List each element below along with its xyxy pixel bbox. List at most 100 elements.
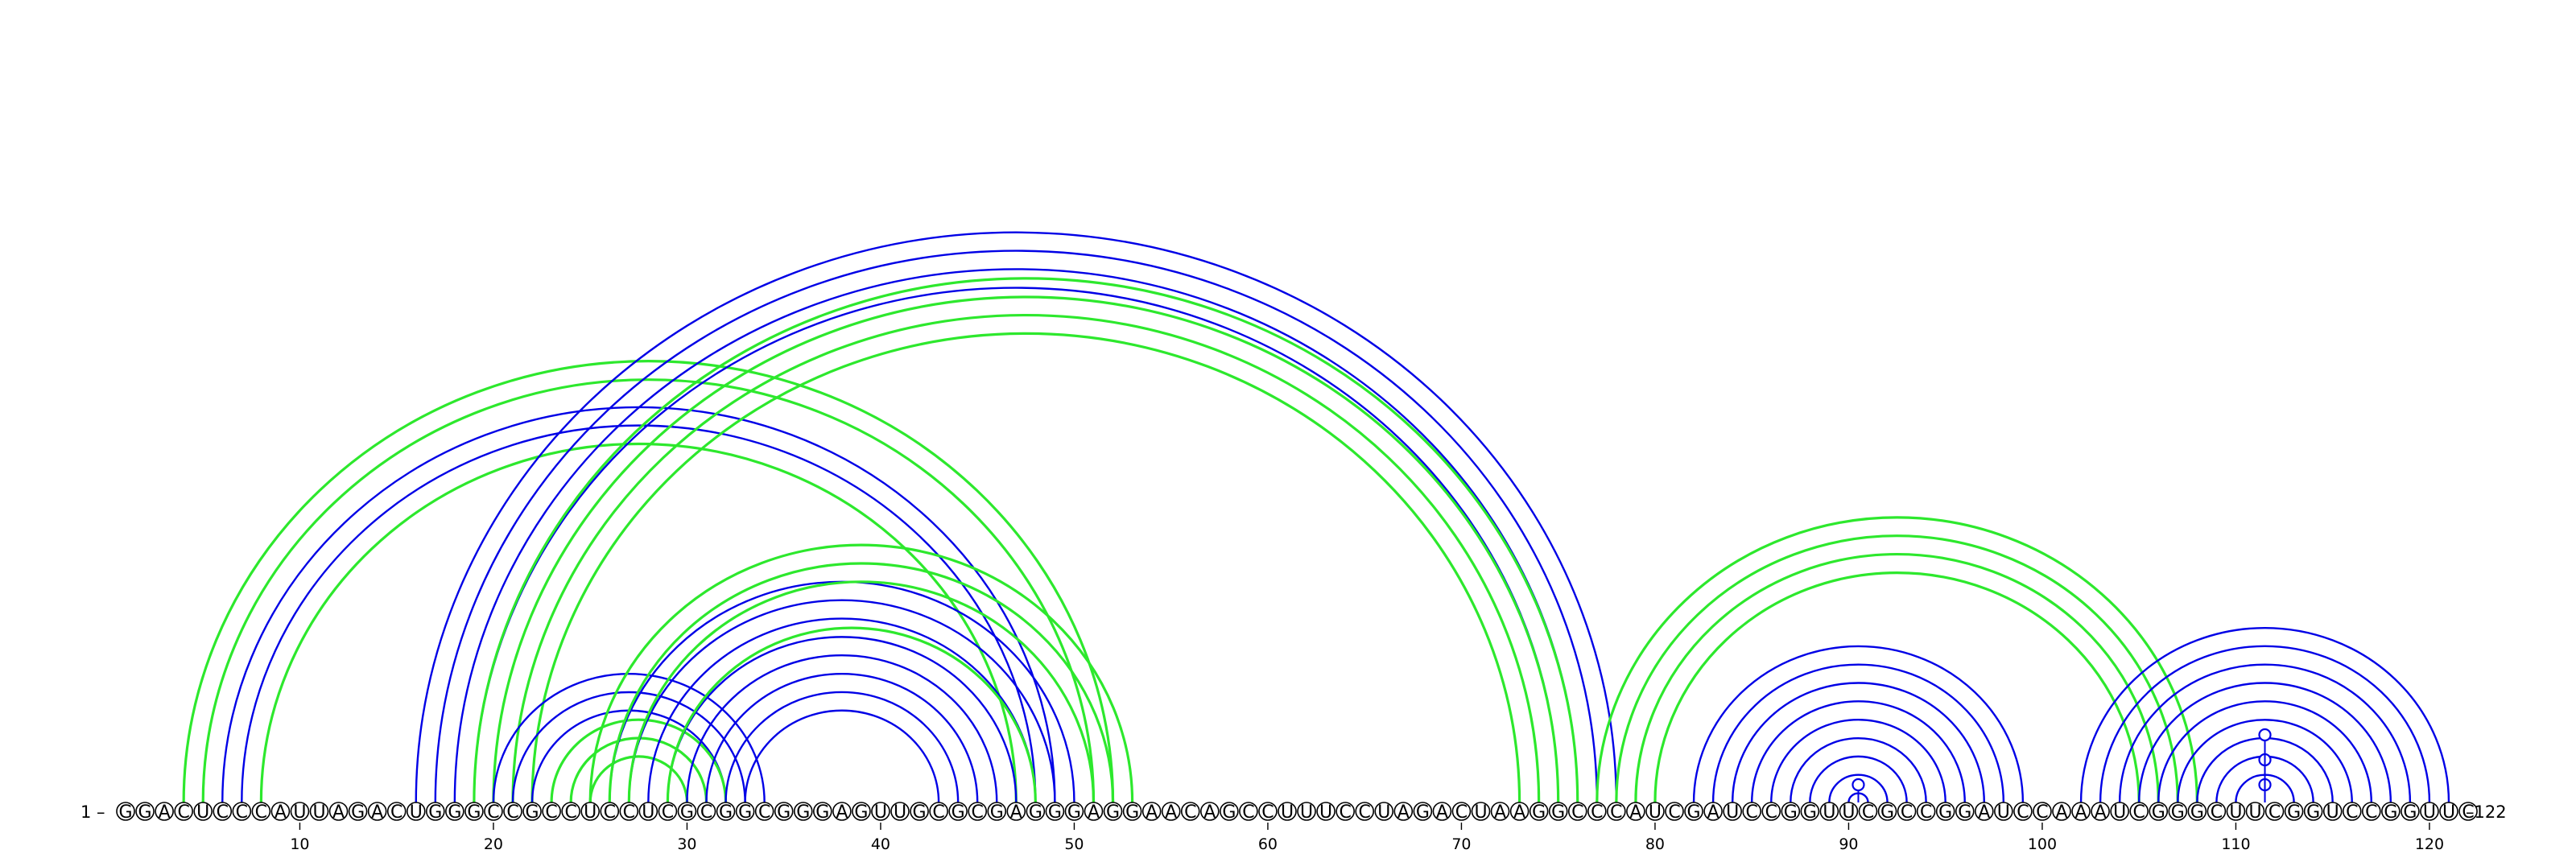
nucleotide-letter: G bbox=[680, 802, 694, 823]
nucleotide-letter: U bbox=[2442, 802, 2455, 823]
nucleotide-circle bbox=[290, 802, 310, 821]
nucleotide-15: C bbox=[386, 802, 407, 823]
nucleotide-circle bbox=[580, 802, 601, 821]
nucleotide-circle bbox=[251, 802, 271, 821]
nucleotide-circle bbox=[2264, 802, 2285, 821]
nucleotide-letter: U bbox=[584, 802, 597, 823]
nucleotide-29: C bbox=[658, 802, 678, 823]
nucleotide-letter: C bbox=[1746, 802, 1758, 823]
nucleotide-71: U bbox=[1471, 802, 1491, 823]
nucleotide-117: C bbox=[2362, 802, 2381, 823]
nucleotide-letter: C bbox=[1920, 802, 1932, 823]
base-pair-arc-19-76 bbox=[473, 277, 1579, 803]
nucleotide-27: C bbox=[619, 802, 639, 823]
nucleotide-circle bbox=[1665, 802, 1684, 821]
nucleotide-letter: U bbox=[1842, 802, 1855, 823]
nucleotide-letter: U bbox=[874, 802, 887, 823]
nucleotide-circle bbox=[174, 802, 193, 821]
nucleotide-circle bbox=[2149, 802, 2169, 821]
nucleotide-90: U bbox=[1839, 802, 1859, 823]
nucleotide-circle bbox=[1239, 802, 1258, 821]
nucleotide-108: G bbox=[2187, 802, 2207, 823]
nucleotide-circle bbox=[832, 802, 852, 821]
nucleotide-106: G bbox=[2149, 802, 2169, 823]
base-pair-arc-17-77 bbox=[434, 250, 1598, 803]
base-pair-arc-104-119 bbox=[2118, 663, 2412, 803]
base-pair-arc-86-95 bbox=[1770, 718, 1946, 803]
nucleotide-letter: U bbox=[2248, 802, 2261, 823]
nucleotide-circle bbox=[484, 802, 503, 821]
nucleotide-circle bbox=[793, 802, 813, 821]
nucleotide-42: G bbox=[910, 802, 929, 823]
nucleotide-letter: G bbox=[1803, 802, 1817, 823]
nucleotide-letter: A bbox=[1165, 802, 1177, 823]
nucleotide-letter: C bbox=[758, 802, 770, 823]
sequence-end-label: –122 bbox=[2466, 802, 2507, 822]
nucleotide-21: C bbox=[503, 802, 522, 823]
nucleotide-circle bbox=[638, 802, 658, 821]
nucleotide-9: A bbox=[270, 802, 291, 823]
nucleotide-circle bbox=[1684, 802, 1703, 821]
base-pair-arc-89-92 bbox=[1828, 773, 1889, 803]
nucleotide-circle bbox=[1626, 802, 1645, 821]
nucleotide-circle bbox=[406, 802, 426, 821]
nucleotide-circle bbox=[232, 802, 252, 821]
nucleotide-letter: C bbox=[487, 802, 499, 823]
nucleotide-31: C bbox=[696, 802, 716, 823]
nucleotide-letter: U bbox=[2229, 802, 2242, 823]
nucleotide-circle bbox=[2226, 802, 2246, 821]
nucleotide-letter: G bbox=[815, 802, 829, 823]
nucleotide-letter: C bbox=[2346, 802, 2358, 823]
arc-layer bbox=[182, 231, 2450, 803]
nucleotide-letter: G bbox=[952, 802, 965, 823]
nucleotide-circle bbox=[1490, 802, 1510, 821]
nucleotide-circle bbox=[2033, 802, 2052, 821]
nucleotide-41: U bbox=[890, 802, 910, 823]
nucleotide-103: A bbox=[2091, 802, 2110, 823]
nucleotide-circle bbox=[2245, 802, 2265, 821]
nucleotide-22: G bbox=[522, 802, 542, 823]
nucleotide-circle bbox=[1509, 802, 1530, 821]
nucleotide-letter: G bbox=[1532, 802, 1546, 823]
nucleotide-letter: G bbox=[448, 802, 461, 823]
nucleotide-letter: A bbox=[1010, 802, 1022, 823]
nucleotide-circle bbox=[1975, 802, 1994, 821]
nucleotide-letter: C bbox=[390, 802, 402, 823]
nucleotide-circle bbox=[1045, 802, 1065, 821]
nucleotide-91: C bbox=[1858, 802, 1878, 823]
nucleotide-letter: G bbox=[1687, 802, 1701, 823]
nucleotide-letter: G bbox=[1416, 802, 1430, 823]
nucleotide-letter: C bbox=[1242, 802, 1254, 823]
nucleotide-5: U bbox=[193, 802, 213, 823]
nucleotide-83: A bbox=[1703, 802, 1723, 823]
nucleotide-112: C bbox=[2264, 802, 2285, 823]
base-pair-arc-84-97 bbox=[1731, 682, 1985, 803]
nucleotide-70: C bbox=[1451, 802, 1472, 823]
nucleotide-letter: C bbox=[700, 802, 712, 823]
nucleotide-circle bbox=[600, 802, 620, 821]
nucleotide-circle bbox=[2362, 802, 2381, 821]
nucleotide-56: C bbox=[1180, 802, 1200, 823]
nucleotide-circle bbox=[328, 802, 349, 821]
tick-label-60: 60 bbox=[1258, 835, 1278, 853]
nucleotide-114: G bbox=[2303, 802, 2323, 823]
nucleotide-circle bbox=[929, 802, 948, 821]
nucleotide-letter: C bbox=[972, 802, 984, 823]
nucleotide-letter: G bbox=[2384, 802, 2397, 823]
base-pair-arc-27-51 bbox=[627, 580, 1096, 803]
base-pair-arc-20-75 bbox=[492, 295, 1560, 803]
nucleotide-letter: G bbox=[1106, 802, 1120, 823]
base-pair-arc-82-99 bbox=[1692, 645, 2025, 803]
nucleotide-circle bbox=[1316, 802, 1335, 821]
nucleotide-66: U bbox=[1374, 802, 1394, 823]
base-pair-arc-25-53 bbox=[588, 543, 1134, 803]
base-pair-arc-88-93 bbox=[1809, 755, 1908, 803]
nucleotide-letter: U bbox=[1377, 802, 1390, 823]
nucleotide-68: G bbox=[1413, 802, 1433, 823]
nucleotide-letter: A bbox=[1088, 802, 1100, 823]
nucleotide-letter: G bbox=[796, 802, 810, 823]
sequence-start-label: 1 – bbox=[80, 802, 105, 822]
nucleotide-letter: C bbox=[255, 802, 267, 823]
